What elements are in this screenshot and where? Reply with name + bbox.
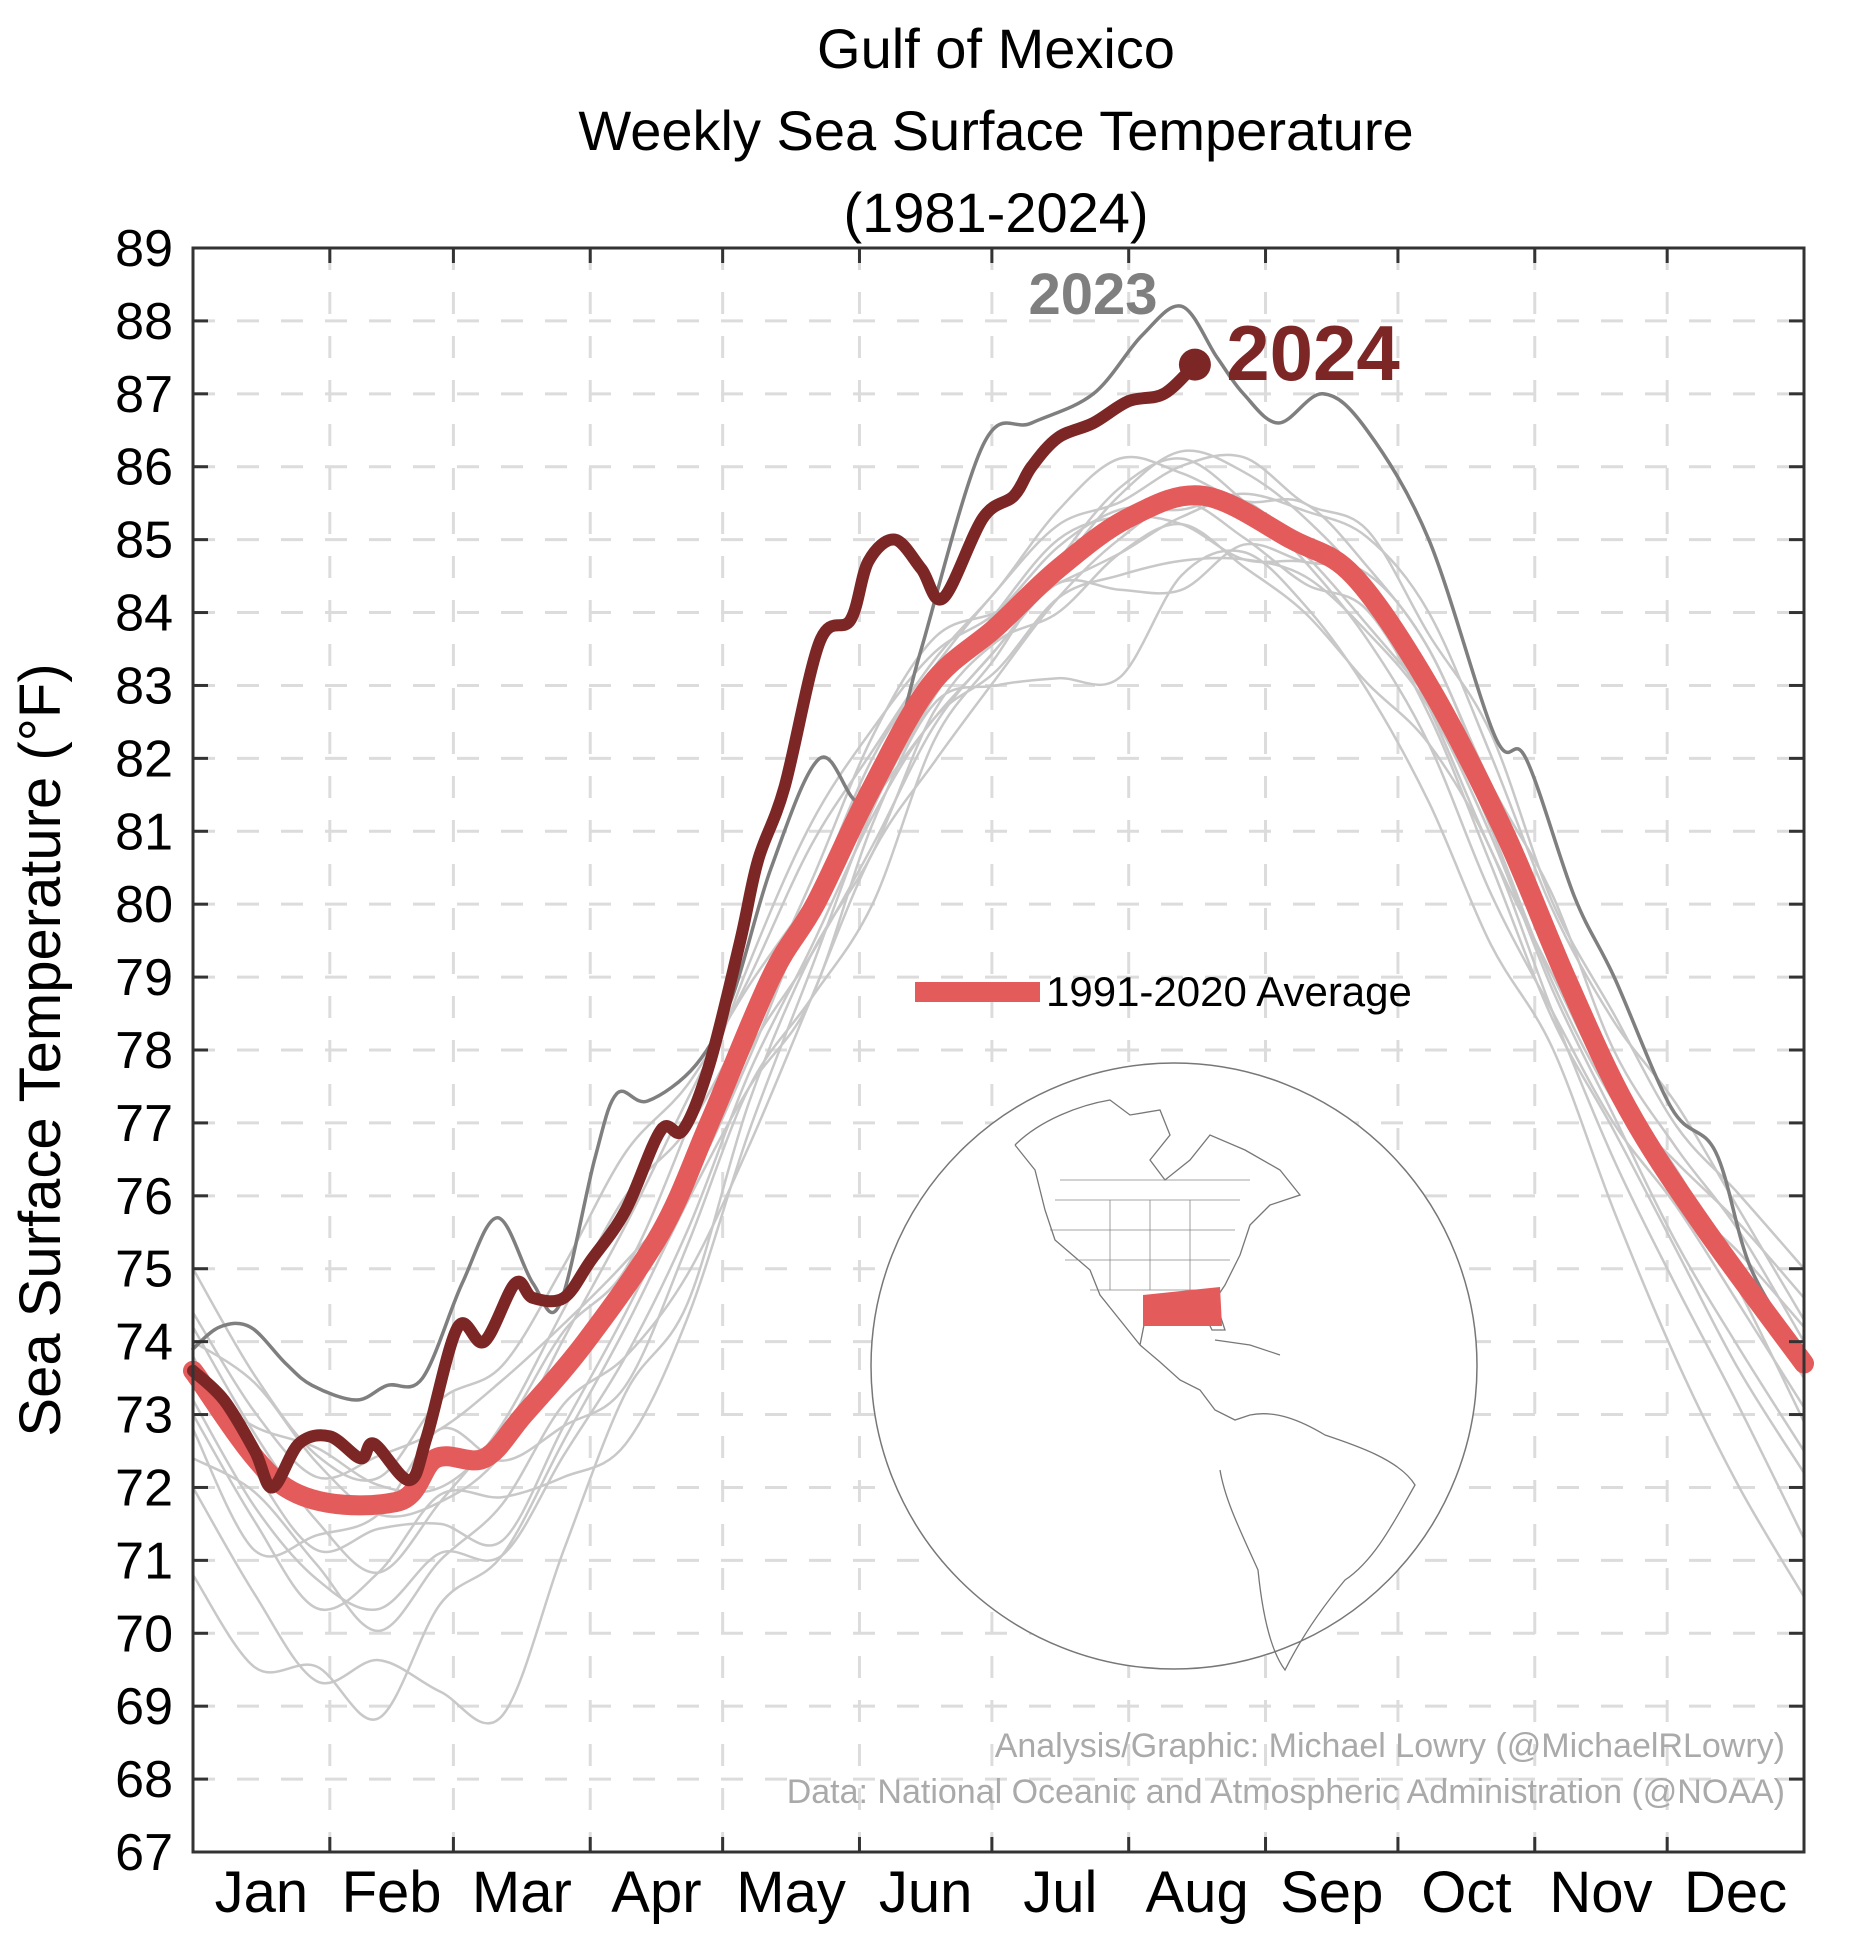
month-label: Jul <box>1023 1860 1097 1925</box>
month-label: Feb <box>342 1860 442 1925</box>
y-tick-label: 80 <box>115 876 173 934</box>
y-tick-label: 82 <box>115 730 173 788</box>
y-axis-label: Sea Surface Temperature (°F) <box>8 663 73 1436</box>
y-tick-label: 87 <box>115 366 173 424</box>
y-tick-label: 78 <box>115 1022 173 1080</box>
credit-data: Data: National Oceanic and Atmospheric A… <box>787 1773 1785 1811</box>
gulf-of-mexico-highlight <box>1143 1287 1222 1326</box>
month-label: Dec <box>1684 1860 1787 1925</box>
cuba-outline <box>1214 1339 1281 1356</box>
legend-label-average: 1991-2020 Average <box>1046 968 1412 1015</box>
axes: 67 68 69 70 71 72 73 74 75 76 77 78 79 80 81 82 83 84 85 86… <box>115 220 1806 1925</box>
y-tick-label: 70 <box>115 1605 173 1663</box>
y-tick-label: 85 <box>115 512 173 570</box>
y-tick-label: 67 <box>115 1824 173 1882</box>
globe-outline <box>870 1062 1478 1670</box>
title-line-3: (1981-2024) <box>843 181 1148 244</box>
chart-title: Gulf of Mexico Weekly Sea Surface Temper… <box>578 17 1413 244</box>
other-year-line <box>191 549 1806 1721</box>
globe-inset <box>870 1062 1478 1672</box>
y-tick-label: 84 <box>115 585 173 643</box>
month-label: Jan <box>215 1860 309 1925</box>
label-2023: 2023 <box>1028 262 1157 327</box>
line-2023 <box>191 304 1806 1402</box>
line-2024 <box>187 358 1201 1494</box>
title-line-1: Gulf of Mexico <box>817 17 1175 80</box>
y-tick-label: 81 <box>115 803 173 861</box>
y-tick-label: 83 <box>115 657 173 715</box>
y-tick-label: 88 <box>115 293 173 351</box>
legend: 1991-2020 Average <box>915 968 1412 1015</box>
south-america-outline <box>1219 1413 1416 1672</box>
y-tick-label: 74 <box>115 1314 173 1372</box>
y-tick-label: 79 <box>115 949 173 1007</box>
y-tick-label: 86 <box>115 439 173 497</box>
plot-frame <box>191 246 1806 1854</box>
y-tick-label: 75 <box>115 1241 173 1299</box>
y-tick-label: 71 <box>115 1532 173 1590</box>
y-tick-label: 69 <box>115 1678 173 1736</box>
month-label: May <box>736 1860 846 1925</box>
month-label: Sep <box>1280 1860 1383 1925</box>
y-tick-label: 68 <box>115 1751 173 1809</box>
month-label: Mar <box>472 1860 572 1925</box>
credit-analysis: Analysis/Graphic: Michael Lowry (@Michae… <box>995 1727 1785 1765</box>
y-tick-label: 77 <box>115 1095 173 1153</box>
marker-2024-latest <box>1178 348 1211 381</box>
line-average <box>183 485 1814 1516</box>
month-label: Aug <box>1146 1860 1249 1925</box>
label-2024: 2024 <box>1226 309 1400 397</box>
other-year-line <box>191 457 1806 1558</box>
y-tick-label: 73 <box>115 1387 173 1445</box>
series-lines <box>183 304 1814 1516</box>
y-tick-label: 72 <box>115 1459 173 1517</box>
month-label: Nov <box>1549 1860 1652 1925</box>
other-year-line <box>191 556 1806 1612</box>
title-line-2: Weekly Sea Surface Temperature <box>578 99 1413 162</box>
us-state-borders <box>1050 1179 1250 1291</box>
month-label: Oct <box>1421 1860 1511 1925</box>
y-tick-label: 76 <box>115 1168 173 1226</box>
month-label: Apr <box>611 1860 701 1925</box>
y-tick-label: 89 <box>115 220 173 278</box>
other-year-line <box>192 501 1806 1633</box>
month-label: Jun <box>879 1860 973 1925</box>
